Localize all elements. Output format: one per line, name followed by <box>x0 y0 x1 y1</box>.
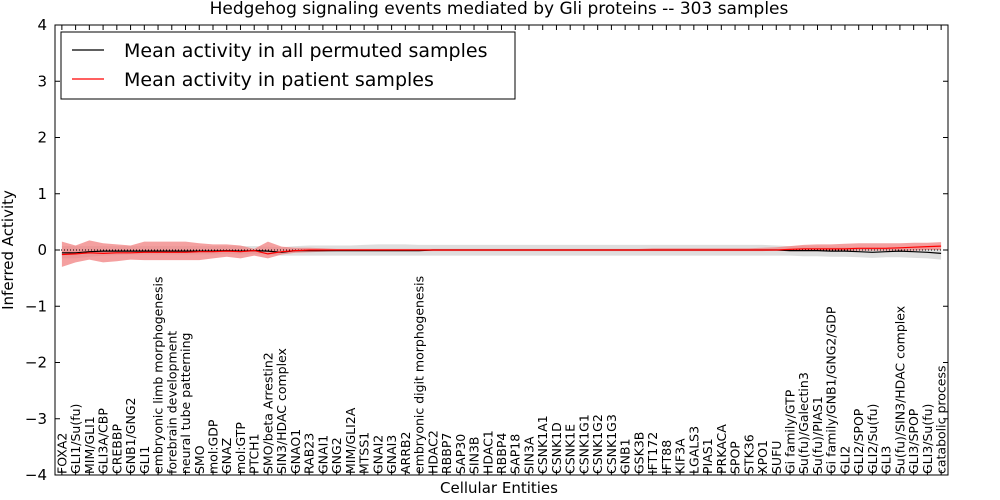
series-lines <box>55 245 948 256</box>
x-tick-label: embryonic digit morphogenesis <box>412 276 427 474</box>
x-tick-label: GNB1 <box>618 438 633 474</box>
x-tick-label: SUFU <box>769 441 784 474</box>
x-tick-label: RBBP7 <box>439 433 454 474</box>
y-tick-label: −2 <box>25 354 47 372</box>
y-axis-ticks: 4 3 2 1 0 −1 −2 −3 −4 <box>25 16 948 484</box>
x-tick-label: GNAI2 <box>370 435 385 474</box>
x-tick-label: Su(fu)/SIN3/HDAC complex <box>892 306 907 474</box>
x-tick-label: SAP30 <box>453 434 468 474</box>
x-tick-label: IFT88 <box>659 440 674 474</box>
x-tick-label: MIM/GLI2A <box>343 407 358 474</box>
x-tick-label: GLI3/SPOP <box>906 408 921 474</box>
series-line-1 <box>61 245 942 256</box>
x-tick-label: SIN3/HDAC complex <box>274 348 289 474</box>
x-tick-label: Gi family/GTP <box>783 389 798 474</box>
x-tick-label: GLI2/SPOP <box>851 408 866 474</box>
x-tick-label: XPO1 <box>755 440 770 474</box>
x-tick-label: LGALS3 <box>686 426 701 474</box>
y-tick-label: 2 <box>37 129 47 147</box>
x-tick-label: GLI3A/CBP <box>96 408 111 474</box>
x-tick-label: ARRB2 <box>398 432 413 474</box>
x-tick-label: forebrain development <box>164 331 179 474</box>
y-tick-label: −1 <box>25 297 47 315</box>
x-tick-label: CSNK1G2 <box>590 414 605 474</box>
x-tick-label: PRKACA <box>714 424 729 474</box>
x-tick-label: GSK3B <box>631 432 646 474</box>
x-tick-label: GNG2 <box>329 437 344 474</box>
x-tick-label: STK36 <box>741 434 756 474</box>
x-tick-label: neural tube patterning <box>178 333 193 474</box>
x-axis-ticks: FOXA2GLI1/Su(fu)MIM/GLI1GLI3A/CBPCREBBPG… <box>54 25 949 475</box>
x-tick-label: HDAC2 <box>425 430 440 474</box>
x-tick-label: GNAI3 <box>384 435 399 474</box>
chart-title: Hedgehog signaling events mediated by Gl… <box>210 0 789 19</box>
x-tick-label: GLI1 <box>137 446 152 474</box>
legend-box <box>60 31 516 100</box>
band-1 <box>61 240 942 267</box>
x-tick-label: catabolic process <box>934 365 949 474</box>
x-tick-label: PTCH1 <box>247 433 262 474</box>
y-tick-label: 1 <box>37 185 47 203</box>
x-tick-label: GLI2 <box>838 446 853 474</box>
plot-frame <box>54 24 949 476</box>
x-tick-label: CSNK1G1 <box>576 414 591 474</box>
x-tick-label: Su(fu)/PIAS1 <box>810 396 825 474</box>
y-tick-label: −4 <box>25 466 47 484</box>
x-tick-label: GNAI1 <box>315 435 330 474</box>
x-tick-label: GNB1/GNG2 <box>123 398 138 474</box>
x-tick-label: CSNK1E <box>563 424 578 474</box>
legend-label-patient: Mean activity in patient samples <box>124 69 434 91</box>
x-tick-label: embryonic limb morphogenesis <box>151 277 166 474</box>
x-tick-label: Gi family/GNB1/GNG2/GDP <box>824 306 839 474</box>
x-tick-label: SIN3A <box>522 436 537 474</box>
confidence-bands <box>61 240 942 267</box>
y-tick-label: 3 <box>37 72 47 90</box>
x-tick-label: FOXA2 <box>54 433 69 474</box>
y-tick-label: 0 <box>37 241 47 259</box>
x-tick-label: KIF3A <box>673 438 688 474</box>
x-tick-label: MTSS1 <box>357 432 372 474</box>
x-axis-label: Cellular Entities <box>440 479 558 497</box>
x-tick-label: HDAC1 <box>480 430 495 474</box>
x-tick-label: SIN3B <box>467 437 482 475</box>
legend: Mean activity in all permuted samples Me… <box>60 31 516 100</box>
x-tick-label: Su(fu)/Galectin3 <box>796 372 811 474</box>
y-axis-label: Inferred Activity <box>0 190 17 310</box>
x-tick-label: GNAO1 <box>288 429 303 474</box>
x-tick-label: CSNK1A1 <box>535 415 550 474</box>
x-tick-label: SAP18 <box>508 434 523 474</box>
x-tick-label: RBBP4 <box>494 433 509 474</box>
x-tick-label: SMO <box>192 445 207 474</box>
x-tick-label: CSNK1G3 <box>604 414 619 474</box>
legend-label-permuted: Mean activity in all permuted samples <box>124 40 487 62</box>
x-tick-label: SPOP <box>728 441 743 474</box>
y-tick-label: −3 <box>25 410 47 428</box>
x-tick-label: PIAS1 <box>700 438 715 474</box>
x-tick-label: CREBBP <box>109 424 124 474</box>
x-tick-label: GLI3/Su(fu) <box>920 404 935 474</box>
x-tick-label: mol:GDP <box>206 419 221 474</box>
x-tick-label: GLI3 <box>879 446 894 474</box>
x-tick-label: SMO/beta Arrestin2 <box>260 352 275 474</box>
x-tick-label: IFT172 <box>645 432 660 474</box>
x-tick-label: GLI1/Su(fu) <box>68 404 83 474</box>
x-tick-label: CSNK1D <box>549 422 564 474</box>
x-tick-label: MIM/GLI1 <box>82 416 97 474</box>
x-tick-label: mol:GTP <box>233 422 248 474</box>
x-tick-label: GLI2/Su(fu) <box>865 404 880 474</box>
x-tick-label: RAB23 <box>302 433 317 474</box>
y-tick-label: 4 <box>37 16 47 34</box>
x-tick-label: GNAZ <box>219 438 234 474</box>
